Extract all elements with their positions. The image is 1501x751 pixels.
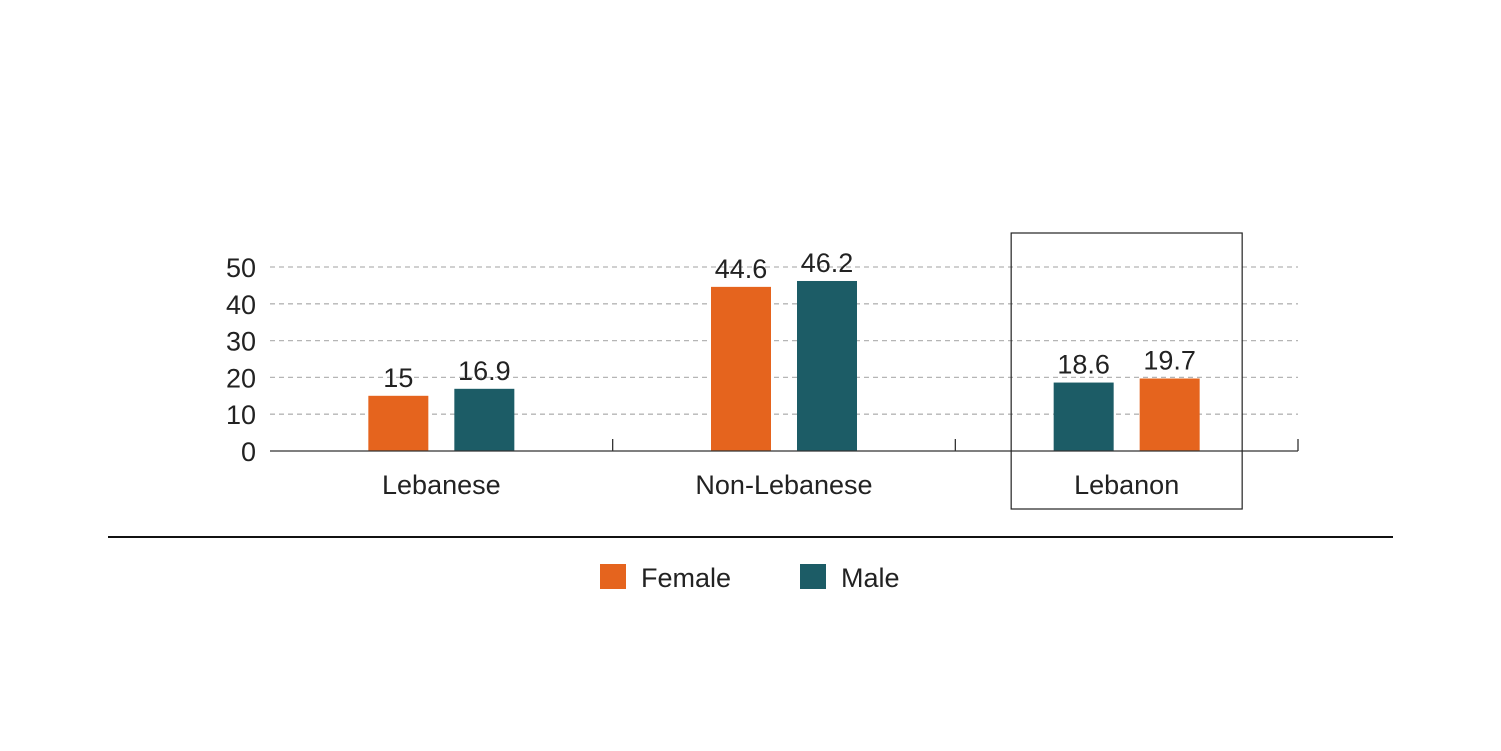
y-tick-label: 10 xyxy=(226,400,256,430)
legend-swatch-male xyxy=(800,564,826,589)
category-labels: Lebanese Non-Lebanese Lebanon xyxy=(382,470,1179,500)
bar-male xyxy=(1053,382,1114,451)
data-labels: 15 16.9 44.6 46.2 18.6 19.7 xyxy=(383,248,1196,393)
highlight-box-group xyxy=(1010,232,1243,510)
data-label: 46.2 xyxy=(801,248,854,278)
y-tick-label: 40 xyxy=(226,290,256,320)
data-label: 18.6 xyxy=(1057,350,1110,380)
legend-label-female: Female xyxy=(641,563,731,593)
category-label: Lebanese xyxy=(382,470,501,500)
y-tick-label: 0 xyxy=(241,437,256,467)
bar-male xyxy=(454,388,515,451)
bar-female xyxy=(368,395,429,451)
legend-label-male: Male xyxy=(841,563,900,593)
category-label: Lebanon xyxy=(1074,470,1179,500)
legend-swatch-female xyxy=(600,564,626,589)
grid-lines xyxy=(270,266,1298,415)
data-label: 19.7 xyxy=(1143,346,1196,376)
highlight-box xyxy=(1010,232,1243,510)
legend: Female Male xyxy=(600,563,900,593)
bars xyxy=(368,280,1200,451)
category-label: Non-Lebanese xyxy=(695,470,872,500)
y-axis-ticks: 0 10 20 30 40 50 xyxy=(226,253,256,467)
data-label: 15 xyxy=(383,363,413,393)
bar-female xyxy=(1139,378,1200,451)
y-tick-label: 30 xyxy=(226,327,256,357)
y-tick-label: 20 xyxy=(226,363,256,393)
x-axis xyxy=(270,439,1299,452)
bar-male xyxy=(797,280,857,451)
data-label: 16.9 xyxy=(458,356,511,386)
data-label: 44.6 xyxy=(715,254,768,284)
bar-female xyxy=(711,286,771,451)
y-tick-label: 50 xyxy=(226,253,256,283)
